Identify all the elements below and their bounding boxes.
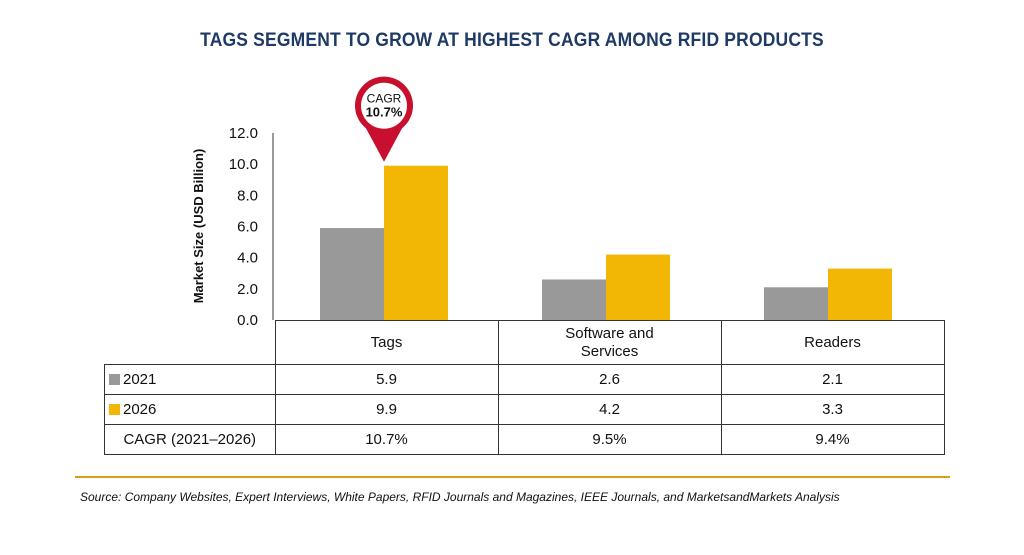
- y-axis-ticks: 0.0 2.0 4.0 6.0 8.0 10.0 12.0: [229, 125, 258, 329]
- y-axis-label: Market Size (USD Billion): [191, 149, 206, 304]
- table-cell: 3.3: [720, 394, 945, 425]
- table-header-row: Tags Software and Services Readers: [105, 320, 945, 365]
- y-tick-label: 2.0: [237, 281, 258, 298]
- table-cell: 9.9: [274, 394, 499, 425]
- table-cell: 10.7%: [274, 424, 499, 455]
- y-tick-label: 0.0: [237, 312, 258, 329]
- bar-2026-0: [384, 165, 448, 320]
- source-note: Source: Company Websites, Expert Intervi…: [80, 490, 840, 504]
- divider-rule: [75, 476, 950, 478]
- category-label-line: Readers: [804, 333, 861, 351]
- chart-title: TAGS SEGMENT TO GROW AT HIGHEST CAGR AMO…: [200, 30, 824, 51]
- table-cell: 9.5%: [497, 424, 722, 455]
- table-row-label: 2026: [104, 394, 276, 425]
- table-corner: [105, 321, 276, 365]
- table-header-cell: Software and Services: [497, 320, 722, 365]
- cagr-marker-label: CAGR: [367, 92, 402, 106]
- table-header-cell: Readers: [720, 320, 945, 365]
- bar-2021-2: [764, 287, 828, 320]
- y-tick-label: 10.0: [229, 156, 258, 173]
- bar-chart: 0.0 2.0 4.0 6.0 8.0 10.0 12.0 Market Size (USD…: [191, 76, 892, 329]
- bar-2021-1: [542, 279, 606, 320]
- category-label-line: Tags: [370, 333, 403, 351]
- table-cell: 2.1: [720, 364, 945, 395]
- y-tick-label: 4.0: [237, 250, 258, 267]
- cagr-marker: CAGR 10.7%: [355, 76, 413, 162]
- category-label-line: Services: [580, 342, 639, 360]
- y-tick-label: 8.0: [237, 187, 258, 204]
- legend-swatch-2021: [109, 374, 120, 385]
- legend-swatch-2026: [109, 404, 120, 415]
- bar-2021-0: [320, 228, 384, 320]
- table-cell: 5.9: [274, 364, 499, 395]
- bar-2026-2: [828, 268, 892, 320]
- table-row-2021: 2021 5.9 2.6 2.1: [104, 364, 945, 395]
- table-row-2026: 2026 9.9 4.2 3.3: [104, 394, 945, 425]
- cagr-pin-inner: [361, 82, 407, 129]
- y-tick-label: 6.0: [237, 219, 258, 236]
- cagr-marker-value: 10.7%: [366, 105, 403, 120]
- bars: [320, 165, 892, 320]
- table-cell: 2.6: [497, 364, 722, 395]
- table-cell: 9.4%: [720, 424, 945, 455]
- table-row-label: 2021: [104, 364, 276, 395]
- table-row-cagr: CAGR (2021–2026) 10.7% 9.5% 9.4%: [104, 424, 945, 455]
- data-table: Tags Software and Services Readers 2021 5…: [104, 320, 945, 455]
- table-cell: 4.2: [497, 394, 722, 425]
- bar-2026-1: [606, 254, 670, 320]
- table-row-label: CAGR (2021–2026): [104, 424, 276, 455]
- y-tick-label: 12.0: [229, 125, 258, 142]
- table-header-cell: Tags: [274, 320, 499, 365]
- category-label-line: Software and: [565, 324, 654, 342]
